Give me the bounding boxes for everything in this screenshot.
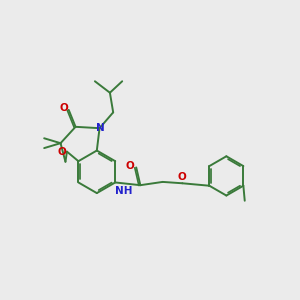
- Text: O: O: [58, 147, 66, 157]
- Text: NH: NH: [115, 186, 132, 196]
- Text: N: N: [96, 123, 105, 133]
- Text: O: O: [59, 103, 68, 113]
- Text: O: O: [178, 172, 187, 182]
- Text: O: O: [126, 161, 135, 171]
